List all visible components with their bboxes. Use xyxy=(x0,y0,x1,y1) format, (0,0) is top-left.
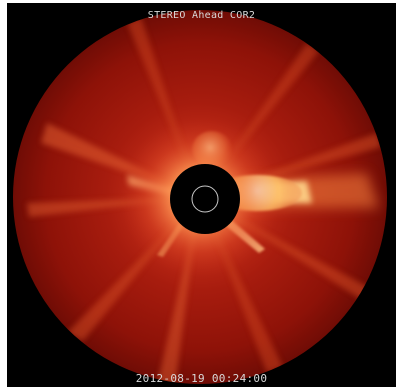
coronagraph-image xyxy=(13,10,387,384)
occulter-disk xyxy=(170,164,240,234)
sun-outline xyxy=(191,185,219,213)
observation-timestamp: 2012-08-19 00:24:00 xyxy=(135,372,268,385)
coronagraph-viewport: STEREO Ahead COR2 2012-08-19 00:24:00 xyxy=(7,3,396,387)
instrument-title: STEREO Ahead COR2 xyxy=(147,10,256,21)
